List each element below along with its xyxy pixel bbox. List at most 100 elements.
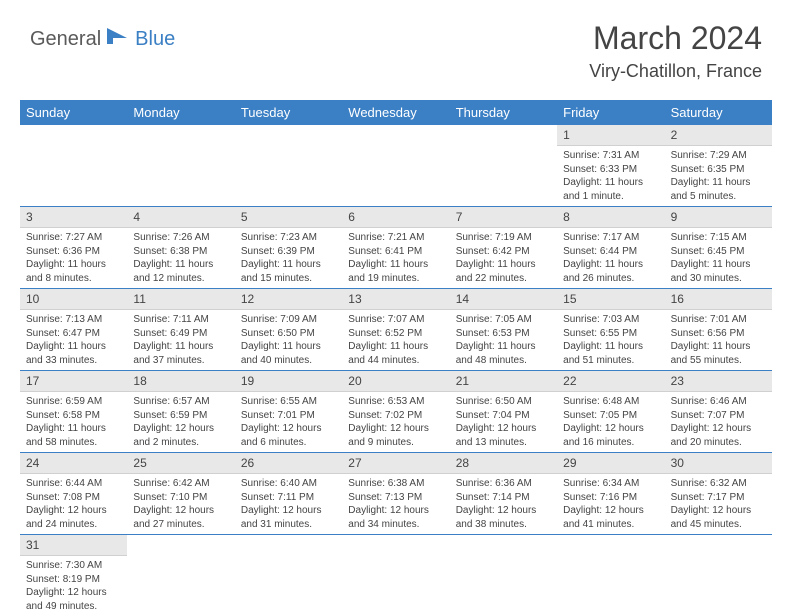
day-name: Monday: [127, 100, 234, 125]
calendar-week: 3Sunrise: 7:27 AMSunset: 6:36 PMDaylight…: [20, 207, 772, 289]
calendar-cell: 31Sunrise: 7:30 AMSunset: 8:19 PMDayligh…: [20, 535, 127, 616]
day-name: Friday: [557, 100, 664, 125]
calendar-cell: .: [20, 125, 127, 206]
calendar-cell: 11Sunrise: 7:11 AMSunset: 6:49 PMDayligh…: [127, 289, 234, 370]
calendar-cell: 8Sunrise: 7:17 AMSunset: 6:44 PMDaylight…: [557, 207, 664, 288]
day-content: Sunrise: 7:26 AMSunset: 6:38 PMDaylight:…: [127, 228, 234, 288]
day-content: Sunrise: 7:19 AMSunset: 6:42 PMDaylight:…: [450, 228, 557, 288]
day-number: 22: [557, 371, 664, 392]
day-number: 19: [235, 371, 342, 392]
calendar-day-header: SundayMondayTuesdayWednesdayThursdayFrid…: [20, 100, 772, 125]
day-name: Tuesday: [235, 100, 342, 125]
day-number: 31: [20, 535, 127, 556]
calendar-week: 31Sunrise: 7:30 AMSunset: 8:19 PMDayligh…: [20, 535, 772, 616]
title-block: March 2024 Viry-Chatillon, France: [589, 20, 762, 82]
day-content: Sunrise: 6:55 AMSunset: 7:01 PMDaylight:…: [235, 392, 342, 452]
day-number: 15: [557, 289, 664, 310]
calendar-cell: 28Sunrise: 6:36 AMSunset: 7:14 PMDayligh…: [450, 453, 557, 534]
day-content: Sunrise: 6:53 AMSunset: 7:02 PMDaylight:…: [342, 392, 449, 452]
day-number: 18: [127, 371, 234, 392]
day-content: Sunrise: 6:36 AMSunset: 7:14 PMDaylight:…: [450, 474, 557, 534]
day-number: 20: [342, 371, 449, 392]
calendar-cell: 6Sunrise: 7:21 AMSunset: 6:41 PMDaylight…: [342, 207, 449, 288]
calendar-cell: 4Sunrise: 7:26 AMSunset: 6:38 PMDaylight…: [127, 207, 234, 288]
calendar-cell: 13Sunrise: 7:07 AMSunset: 6:52 PMDayligh…: [342, 289, 449, 370]
calendar-cell: .: [127, 535, 234, 616]
calendar-cell: 16Sunrise: 7:01 AMSunset: 6:56 PMDayligh…: [665, 289, 772, 370]
day-number: 9: [665, 207, 772, 228]
day-number: 30: [665, 453, 772, 474]
day-content: Sunrise: 6:42 AMSunset: 7:10 PMDaylight:…: [127, 474, 234, 534]
day-number: 29: [557, 453, 664, 474]
day-number: 25: [127, 453, 234, 474]
page-header: General Blue March 2024 Viry-Chatillon, …: [0, 0, 792, 92]
calendar-week: 24Sunrise: 6:44 AMSunset: 7:08 PMDayligh…: [20, 453, 772, 535]
calendar-cell: 1Sunrise: 7:31 AMSunset: 6:33 PMDaylight…: [557, 125, 664, 206]
day-number: 7: [450, 207, 557, 228]
day-content: Sunrise: 7:05 AMSunset: 6:53 PMDaylight:…: [450, 310, 557, 370]
day-content: Sunrise: 7:17 AMSunset: 6:44 PMDaylight:…: [557, 228, 664, 288]
day-number: 10: [20, 289, 127, 310]
day-content: Sunrise: 7:15 AMSunset: 6:45 PMDaylight:…: [665, 228, 772, 288]
logo-text-general: General: [30, 28, 101, 51]
day-number: 8: [557, 207, 664, 228]
calendar-cell: 21Sunrise: 6:50 AMSunset: 7:04 PMDayligh…: [450, 371, 557, 452]
calendar-cell: 18Sunrise: 6:57 AMSunset: 6:59 PMDayligh…: [127, 371, 234, 452]
day-number: 26: [235, 453, 342, 474]
day-number: 23: [665, 371, 772, 392]
day-content: Sunrise: 7:21 AMSunset: 6:41 PMDaylight:…: [342, 228, 449, 288]
calendar-cell: 30Sunrise: 6:32 AMSunset: 7:17 PMDayligh…: [665, 453, 772, 534]
calendar: SundayMondayTuesdayWednesdayThursdayFrid…: [20, 100, 772, 616]
calendar-cell: .: [342, 535, 449, 616]
calendar-cell: 3Sunrise: 7:27 AMSunset: 6:36 PMDaylight…: [20, 207, 127, 288]
day-content: Sunrise: 6:50 AMSunset: 7:04 PMDaylight:…: [450, 392, 557, 452]
day-content: Sunrise: 6:48 AMSunset: 7:05 PMDaylight:…: [557, 392, 664, 452]
calendar-cell: 2Sunrise: 7:29 AMSunset: 6:35 PMDaylight…: [665, 125, 772, 206]
calendar-cell: .: [235, 535, 342, 616]
calendar-cell: 19Sunrise: 6:55 AMSunset: 7:01 PMDayligh…: [235, 371, 342, 452]
day-number: 14: [450, 289, 557, 310]
day-content: Sunrise: 7:29 AMSunset: 6:35 PMDaylight:…: [665, 146, 772, 206]
day-name: Saturday: [665, 100, 772, 125]
day-content: Sunrise: 7:07 AMSunset: 6:52 PMDaylight:…: [342, 310, 449, 370]
logo-flag-icon: [107, 28, 133, 51]
month-title: March 2024: [589, 20, 762, 57]
day-content: Sunrise: 7:09 AMSunset: 6:50 PMDaylight:…: [235, 310, 342, 370]
calendar-cell: 29Sunrise: 6:34 AMSunset: 7:16 PMDayligh…: [557, 453, 664, 534]
calendar-cell: 15Sunrise: 7:03 AMSunset: 6:55 PMDayligh…: [557, 289, 664, 370]
day-content: Sunrise: 7:11 AMSunset: 6:49 PMDaylight:…: [127, 310, 234, 370]
calendar-cell: 20Sunrise: 6:53 AMSunset: 7:02 PMDayligh…: [342, 371, 449, 452]
day-number: 28: [450, 453, 557, 474]
calendar-cell: 25Sunrise: 6:42 AMSunset: 7:10 PMDayligh…: [127, 453, 234, 534]
calendar-cell: .: [450, 535, 557, 616]
day-content: Sunrise: 6:46 AMSunset: 7:07 PMDaylight:…: [665, 392, 772, 452]
calendar-cell: 9Sunrise: 7:15 AMSunset: 6:45 PMDaylight…: [665, 207, 772, 288]
calendar-week: 10Sunrise: 7:13 AMSunset: 6:47 PMDayligh…: [20, 289, 772, 371]
day-content: Sunrise: 6:32 AMSunset: 7:17 PMDaylight:…: [665, 474, 772, 534]
calendar-cell: .: [557, 535, 664, 616]
calendar-cell: 12Sunrise: 7:09 AMSunset: 6:50 PMDayligh…: [235, 289, 342, 370]
calendar-cell: .: [665, 535, 772, 616]
calendar-cell: 26Sunrise: 6:40 AMSunset: 7:11 PMDayligh…: [235, 453, 342, 534]
day-name: Sunday: [20, 100, 127, 125]
day-number: 3: [20, 207, 127, 228]
day-number: 6: [342, 207, 449, 228]
day-content: Sunrise: 7:30 AMSunset: 8:19 PMDaylight:…: [20, 556, 127, 616]
day-number: 17: [20, 371, 127, 392]
calendar-cell: .: [342, 125, 449, 206]
calendar-cell: .: [127, 125, 234, 206]
day-number: 11: [127, 289, 234, 310]
day-content: Sunrise: 7:31 AMSunset: 6:33 PMDaylight:…: [557, 146, 664, 206]
logo-text-blue: Blue: [135, 28, 175, 51]
day-number: 13: [342, 289, 449, 310]
day-number: 1: [557, 125, 664, 146]
day-content: Sunrise: 6:59 AMSunset: 6:58 PMDaylight:…: [20, 392, 127, 452]
location-label: Viry-Chatillon, France: [589, 61, 762, 82]
calendar-cell: 24Sunrise: 6:44 AMSunset: 7:08 PMDayligh…: [20, 453, 127, 534]
calendar-cell: 27Sunrise: 6:38 AMSunset: 7:13 PMDayligh…: [342, 453, 449, 534]
day-number: 4: [127, 207, 234, 228]
calendar-cell: 14Sunrise: 7:05 AMSunset: 6:53 PMDayligh…: [450, 289, 557, 370]
day-name: Wednesday: [342, 100, 449, 125]
day-content: Sunrise: 6:34 AMSunset: 7:16 PMDaylight:…: [557, 474, 664, 534]
day-content: Sunrise: 6:57 AMSunset: 6:59 PMDaylight:…: [127, 392, 234, 452]
